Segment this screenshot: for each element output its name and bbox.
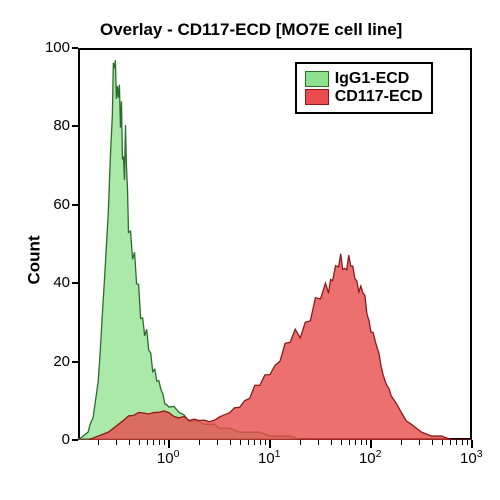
xtick-mark — [168, 440, 170, 448]
xtick-minor — [442, 440, 443, 445]
legend-swatch — [305, 89, 329, 105]
xtick-label: 103 — [460, 448, 483, 467]
xtick-label: 100 — [157, 448, 180, 467]
ytick-label: 20 — [40, 353, 70, 370]
xtick-minor — [248, 440, 249, 445]
xtick-minor — [361, 440, 362, 445]
xtick-minor — [159, 440, 160, 445]
legend-label: IgG1-ECD — [335, 70, 410, 88]
xtick-minor — [153, 440, 154, 445]
xtick-minor — [147, 440, 148, 445]
xtick-minor — [432, 440, 433, 445]
xtick-minor — [456, 440, 457, 445]
xtick-minor — [254, 440, 255, 445]
xtick-minor — [341, 440, 342, 445]
ytick-label: 40 — [40, 274, 70, 291]
xtick-label: 101 — [258, 448, 281, 467]
xtick-minor — [300, 440, 301, 445]
xtick-minor — [116, 440, 117, 445]
xtick-minor — [419, 440, 420, 445]
legend-row: CD117-ECD — [305, 88, 423, 106]
xtick-minor — [129, 440, 130, 445]
ytick-mark — [72, 282, 78, 284]
ytick-label: 80 — [40, 117, 70, 134]
ytick-mark — [72, 439, 78, 441]
legend-label: CD117-ECD — [335, 88, 423, 106]
xtick-minor — [331, 440, 332, 445]
legend: IgG1-ECDCD117-ECD — [295, 62, 433, 114]
xtick-minor — [230, 440, 231, 445]
xtick-minor — [355, 440, 356, 445]
xtick-minor — [199, 440, 200, 445]
xtick-minor — [349, 440, 350, 445]
xtick-mark — [471, 440, 473, 448]
xtick-minor — [240, 440, 241, 445]
xtick-label: 102 — [359, 448, 382, 467]
ytick-mark — [72, 125, 78, 127]
ytick-mark — [72, 47, 78, 49]
xtick-minor — [164, 440, 165, 445]
xtick-minor — [98, 440, 99, 445]
xtick-minor — [260, 440, 261, 445]
ytick-label: 0 — [40, 431, 70, 448]
xtick-minor — [401, 440, 402, 445]
ytick-mark — [72, 204, 78, 206]
xtick-minor — [366, 440, 367, 445]
xtick-minor — [450, 440, 451, 445]
ytick-mark — [72, 361, 78, 363]
xtick-mark — [370, 440, 372, 448]
xtick-minor — [462, 440, 463, 445]
xtick-minor — [467, 440, 468, 445]
legend-row: IgG1-ECD — [305, 70, 423, 88]
xtick-mark — [269, 440, 271, 448]
ytick-label: 100 — [40, 39, 70, 56]
chart-container: Overlay - CD117-ECD [MO7E cell line] Cou… — [0, 0, 500, 500]
xtick-minor — [139, 440, 140, 445]
ytick-label: 60 — [40, 196, 70, 213]
legend-swatch — [305, 71, 329, 87]
xtick-minor — [265, 440, 266, 445]
xtick-minor — [318, 440, 319, 445]
xtick-minor — [217, 440, 218, 445]
